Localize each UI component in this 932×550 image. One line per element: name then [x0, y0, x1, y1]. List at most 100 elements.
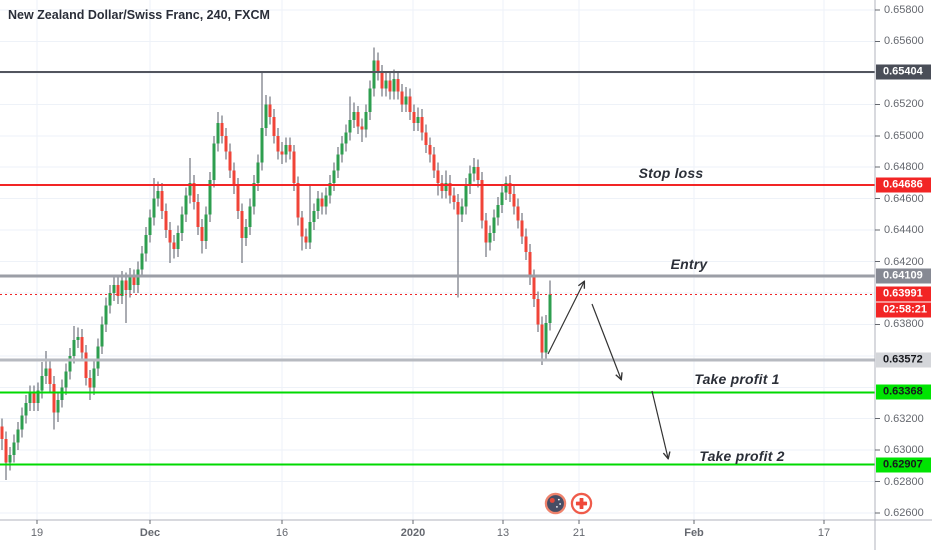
candle-body[interactable]: [348, 120, 352, 133]
candle-body[interactable]: [448, 182, 452, 196]
candle-body[interactable]: [340, 143, 344, 155]
trade-label-take-profit-2[interactable]: Take profit 2: [699, 448, 785, 464]
candle-body[interactable]: [524, 236, 528, 253]
candle-body[interactable]: [240, 211, 244, 238]
candle-body[interactable]: [468, 173, 472, 187]
candle-body[interactable]: [108, 292, 112, 306]
candle-body[interactable]: [180, 214, 184, 234]
candle-body[interactable]: [372, 60, 376, 89]
candle-body[interactable]: [324, 195, 328, 207]
candle-body[interactable]: [120, 280, 124, 297]
candle-body[interactable]: [112, 285, 116, 293]
candle-body[interactable]: [456, 201, 460, 215]
candle-body[interactable]: [24, 402, 28, 416]
candle-body[interactable]: [380, 72, 384, 89]
candle-body[interactable]: [164, 211, 168, 231]
candle-body[interactable]: [540, 324, 544, 353]
candle-body[interactable]: [440, 182, 444, 191]
candle-body[interactable]: [272, 116, 276, 136]
candle-body[interactable]: [500, 192, 504, 205]
candle-body[interactable]: [432, 154, 436, 171]
candle-body[interactable]: [172, 242, 176, 249]
candle-body[interactable]: [300, 217, 304, 237]
candle-body[interactable]: [176, 233, 180, 249]
candle-body[interactable]: [296, 182, 300, 218]
candle-body[interactable]: [404, 96, 408, 105]
candle-body[interactable]: [68, 355, 72, 372]
candle-body[interactable]: [140, 253, 144, 270]
candle-body[interactable]: [248, 206, 252, 227]
candle-body[interactable]: [480, 179, 484, 221]
candle-body[interactable]: [464, 186, 468, 207]
level-lines[interactable]: [0, 71, 875, 466]
candle-body[interactable]: [276, 135, 280, 152]
candle-body[interactable]: [280, 151, 284, 155]
candle-body[interactable]: [344, 132, 348, 144]
candle-body[interactable]: [132, 277, 136, 286]
candle-body[interactable]: [20, 415, 24, 430]
candle-body[interactable]: [56, 399, 60, 413]
candle-body[interactable]: [220, 123, 224, 136]
candle-body[interactable]: [548, 294, 552, 323]
candle-body[interactable]: [444, 182, 448, 191]
trade-label-entry[interactable]: Entry: [670, 256, 708, 272]
candle-body[interactable]: [284, 145, 288, 155]
candle-body[interactable]: [200, 226, 204, 242]
candle-body[interactable]: [80, 336, 84, 353]
candle-body[interactable]: [392, 79, 396, 92]
candle-body[interactable]: [264, 104, 268, 128]
candle-body[interactable]: [48, 368, 52, 385]
trend-arrows[interactable]: [547, 282, 668, 458]
candle-body[interactable]: [496, 204, 500, 218]
candle-body[interactable]: [100, 324, 104, 347]
candle-body[interactable]: [520, 220, 524, 237]
candle-body[interactable]: [364, 112, 368, 130]
candle-body[interactable]: [92, 368, 96, 388]
candle-body[interactable]: [436, 170, 440, 183]
candle-body[interactable]: [328, 182, 332, 196]
candle-body[interactable]: [88, 377, 92, 388]
candle-body[interactable]: [292, 151, 296, 183]
trade-label-take-profit-1[interactable]: Take profit 1: [694, 371, 780, 387]
candle-body[interactable]: [544, 322, 548, 353]
candle-body[interactable]: [4, 439, 8, 463]
candle-body[interactable]: [76, 336, 80, 341]
candle-body[interactable]: [208, 179, 212, 215]
candle-body[interactable]: [204, 214, 208, 242]
candle-body[interactable]: [312, 211, 316, 223]
candle-body[interactable]: [484, 220, 488, 243]
trend-arrow[interactable]: [591, 303, 621, 379]
candle-body[interactable]: [256, 162, 260, 183]
candle-body[interactable]: [232, 170, 236, 187]
candle-body[interactable]: [40, 376, 44, 391]
candle-body[interactable]: [8, 454, 12, 463]
candle-body[interactable]: [388, 80, 392, 92]
candle-body[interactable]: [236, 186, 240, 212]
candle-body[interactable]: [0, 426, 4, 440]
candle-body[interactable]: [536, 299, 540, 325]
candle-body[interactable]: [504, 182, 508, 193]
candle-body[interactable]: [488, 233, 492, 243]
candle-body[interactable]: [352, 112, 356, 121]
candle-body[interactable]: [452, 195, 456, 202]
candle-body[interactable]: [288, 145, 292, 152]
candle-body[interactable]: [216, 123, 220, 144]
candle-body[interactable]: [416, 116, 420, 124]
candle-body[interactable]: [516, 206, 520, 221]
candle-body[interactable]: [304, 236, 308, 243]
candle-body[interactable]: [460, 206, 464, 215]
candlestick-series[interactable]: [0, 47, 552, 480]
candle-body[interactable]: [84, 352, 88, 378]
candle-body[interactable]: [184, 195, 188, 215]
candle-body[interactable]: [52, 384, 56, 413]
candle-body[interactable]: [308, 222, 312, 243]
candle-body[interactable]: [60, 387, 64, 400]
candle-body[interactable]: [156, 190, 160, 199]
candle-body[interactable]: [12, 442, 16, 455]
candle-body[interactable]: [396, 79, 400, 92]
candle-body[interactable]: [212, 143, 216, 180]
candle-body[interactable]: [104, 305, 108, 325]
candle-body[interactable]: [144, 234, 148, 254]
candle-body[interactable]: [16, 429, 20, 443]
